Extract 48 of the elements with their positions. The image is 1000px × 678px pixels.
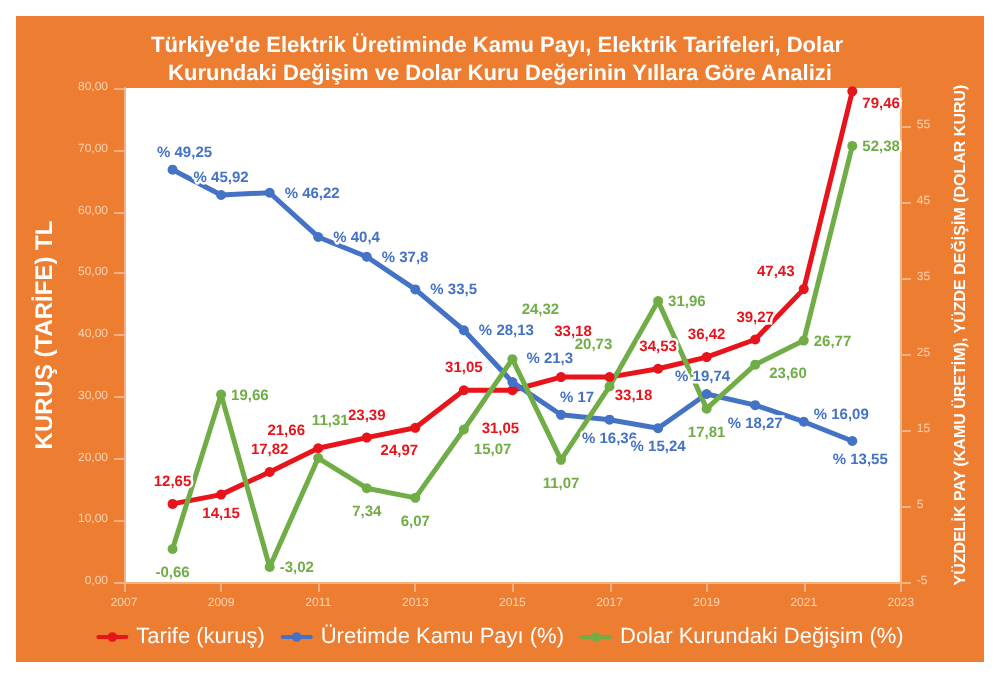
point	[216, 389, 227, 400]
point	[458, 385, 469, 396]
point	[313, 231, 324, 242]
point	[361, 432, 372, 443]
point	[847, 436, 858, 447]
legend-label: Üretimde Kamu Payı (%)	[320, 623, 565, 649]
point	[264, 187, 275, 198]
point	[750, 359, 761, 370]
point	[750, 334, 761, 345]
point	[750, 400, 761, 411]
point	[798, 335, 809, 346]
point	[798, 416, 809, 427]
point	[604, 414, 615, 425]
legend-label: Tarife (kuruş)	[136, 625, 265, 649]
point	[313, 443, 324, 454]
point	[847, 140, 858, 151]
point	[507, 354, 518, 365]
point	[167, 164, 178, 175]
point	[653, 363, 664, 374]
point	[458, 325, 469, 336]
point	[361, 483, 372, 494]
legend-label: Dolar Kurundaki Değişim (%)	[620, 625, 904, 649]
point	[604, 372, 615, 383]
point	[216, 489, 227, 500]
point	[555, 409, 566, 420]
point	[458, 424, 469, 435]
y2-axis-title: YÜZDELİK PAY (KAMU ÜRETİM), YÜZDE DEĞİŞİM (DOLAR KURU)	[949, 83, 969, 586]
point	[701, 352, 712, 363]
point	[604, 381, 615, 392]
y-axis-title: KURUŞ (TARİFE) TL	[30, 220, 58, 450]
chart-title: Türkiye'de Elektrik Üretiminde Kamu Payı, Elektrik Tarifeleri, Dolar Kurundaki Değişim ve Dolar Kuru Değerinin Yıllara Göre Analizi	[150, 32, 850, 86]
point	[653, 423, 664, 434]
point	[361, 251, 372, 262]
point	[410, 284, 421, 295]
point	[798, 284, 809, 295]
point	[410, 422, 421, 433]
point	[701, 388, 712, 399]
point	[167, 544, 178, 555]
point	[264, 466, 275, 477]
point	[313, 453, 324, 464]
point	[847, 86, 858, 97]
point	[167, 498, 178, 509]
point	[216, 190, 227, 201]
point	[555, 372, 566, 383]
point	[410, 492, 421, 503]
point	[555, 454, 566, 465]
point	[507, 377, 518, 388]
point	[701, 403, 712, 414]
